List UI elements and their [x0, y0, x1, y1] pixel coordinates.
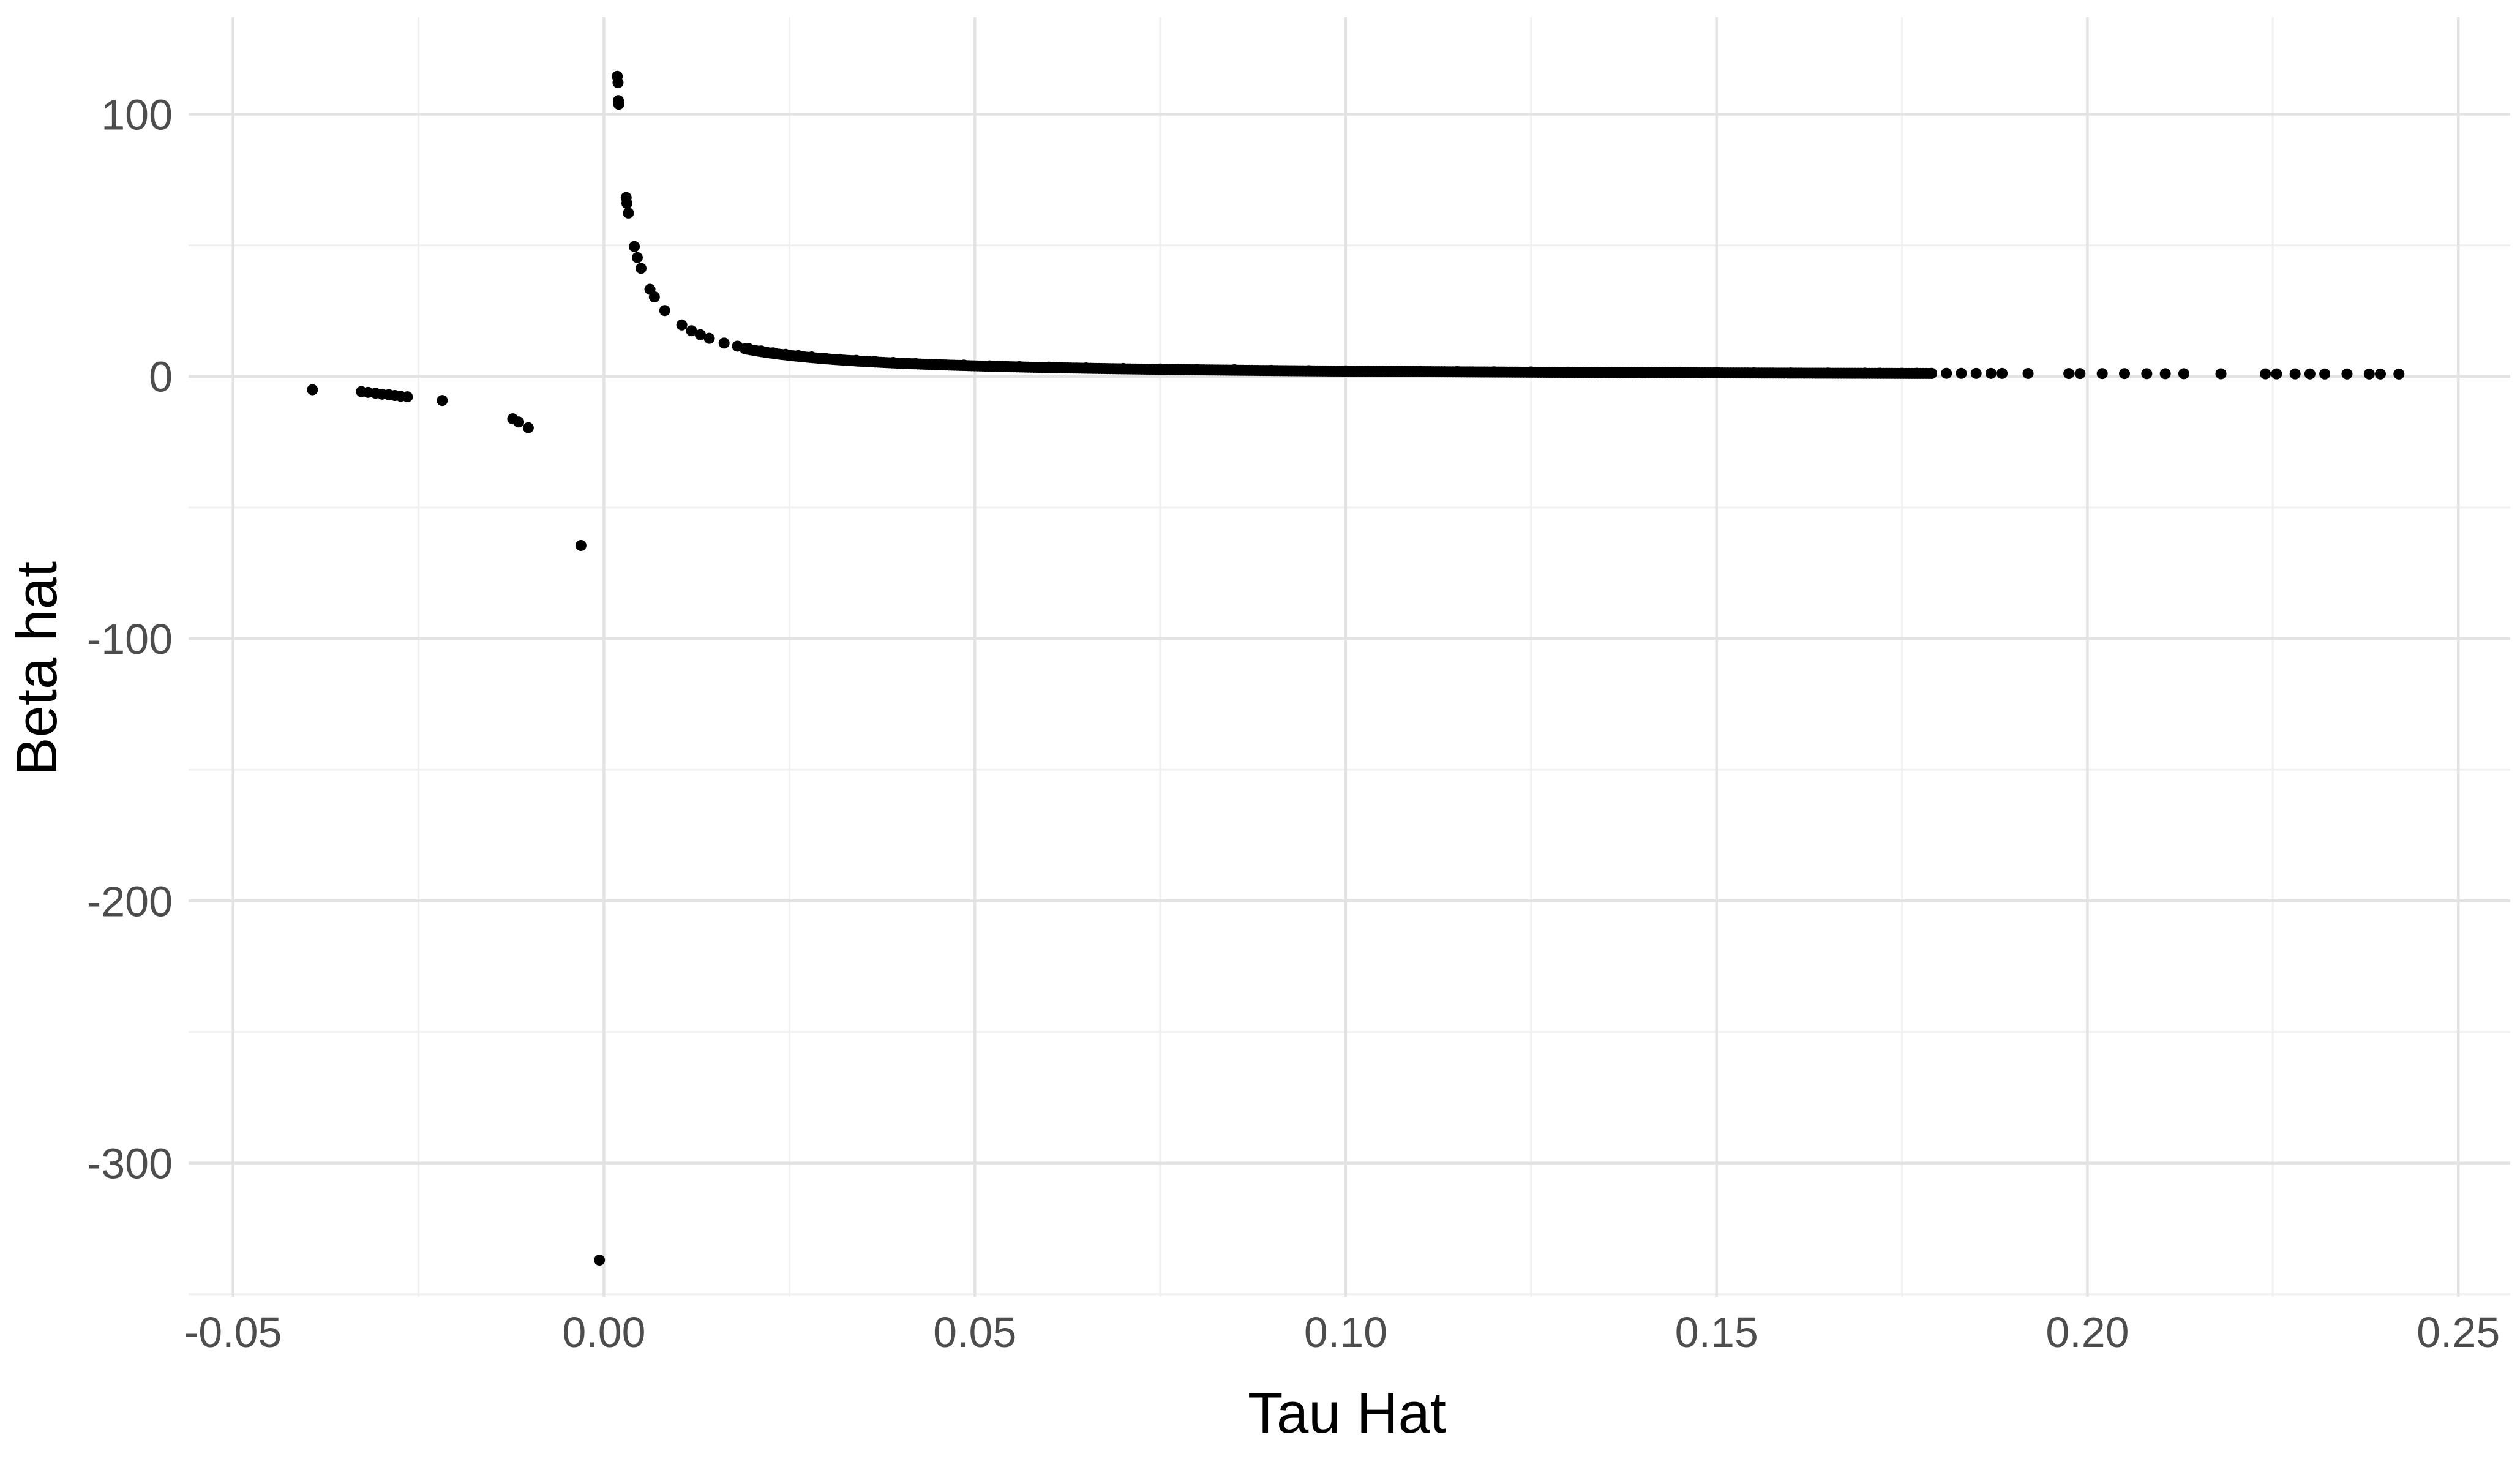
data-point: [2289, 368, 2301, 380]
data-point: [2260, 368, 2271, 380]
data-point: [703, 332, 715, 344]
y-tick-label: -200: [87, 877, 173, 925]
data-point: [2074, 368, 2086, 380]
data-point: [612, 77, 624, 89]
data-point: [1970, 367, 1982, 379]
data-point: [648, 291, 660, 302]
data-point: [2363, 368, 2375, 380]
data-point: [307, 384, 318, 396]
x-tick-label: 0.10: [1304, 1308, 1387, 1356]
y-tick-label: -100: [87, 615, 173, 663]
data-point: [594, 1255, 606, 1266]
y-axis-title: Beta hat: [4, 561, 69, 776]
data-point: [629, 241, 640, 252]
data-point: [2096, 368, 2108, 380]
data-point: [2178, 368, 2189, 380]
data-point: [2063, 368, 2075, 380]
x-axis-tick-labels: -0.05 0.00 0.05 0.10 0.15 0.20 0.25: [184, 1308, 2500, 1356]
data-point: [2141, 368, 2153, 380]
data-point: [718, 337, 730, 349]
data-point: [2341, 368, 2353, 380]
y-tick-label: 0: [149, 353, 173, 401]
data-point: [402, 391, 413, 403]
data-point: [513, 416, 525, 428]
major-gridlines: [189, 17, 2510, 1297]
data-point: [2022, 367, 2034, 379]
data-point: [2119, 368, 2131, 380]
data-point: [2159, 368, 2171, 380]
data-points: [307, 70, 2405, 1266]
data-point: [694, 329, 706, 340]
data-point: [2304, 368, 2316, 380]
x-tick-label: -0.05: [184, 1308, 282, 1356]
x-axis-title: Tau Hat: [1248, 1381, 1446, 1445]
data-point: [676, 319, 688, 331]
x-tick-label: 0.00: [562, 1308, 645, 1356]
data-point: [1997, 367, 2008, 379]
data-point: [2393, 368, 2405, 380]
y-tick-label: 100: [101, 91, 173, 138]
y-tick-label: -300: [87, 1140, 173, 1188]
data-point: [631, 252, 643, 263]
data-point: [437, 395, 448, 407]
data-point: [686, 325, 697, 337]
y-axis-tick-labels: -300 -200 -100 0 100: [87, 91, 173, 1187]
data-point: [623, 207, 634, 219]
data-point: [575, 539, 587, 551]
data-point: [2319, 368, 2331, 380]
data-point: [1956, 367, 1967, 379]
data-point: [621, 198, 632, 209]
data-point: [2215, 368, 2227, 380]
x-tick-label: 0.15: [1675, 1308, 1758, 1356]
data-point: [522, 422, 534, 433]
data-point: [1985, 367, 1997, 379]
data-point: [2374, 368, 2386, 380]
x-tick-label: 0.20: [2046, 1308, 2129, 1356]
data-point: [613, 99, 624, 110]
data-point: [1941, 367, 1952, 379]
minor-gridlines: [189, 17, 2510, 1297]
data-point: [659, 305, 670, 317]
x-tick-label: 0.25: [2417, 1308, 2500, 1356]
x-tick-label: 0.05: [933, 1308, 1016, 1356]
data-point: [1926, 367, 1938, 379]
data-point: [636, 263, 647, 274]
data-point: [2271, 368, 2282, 380]
